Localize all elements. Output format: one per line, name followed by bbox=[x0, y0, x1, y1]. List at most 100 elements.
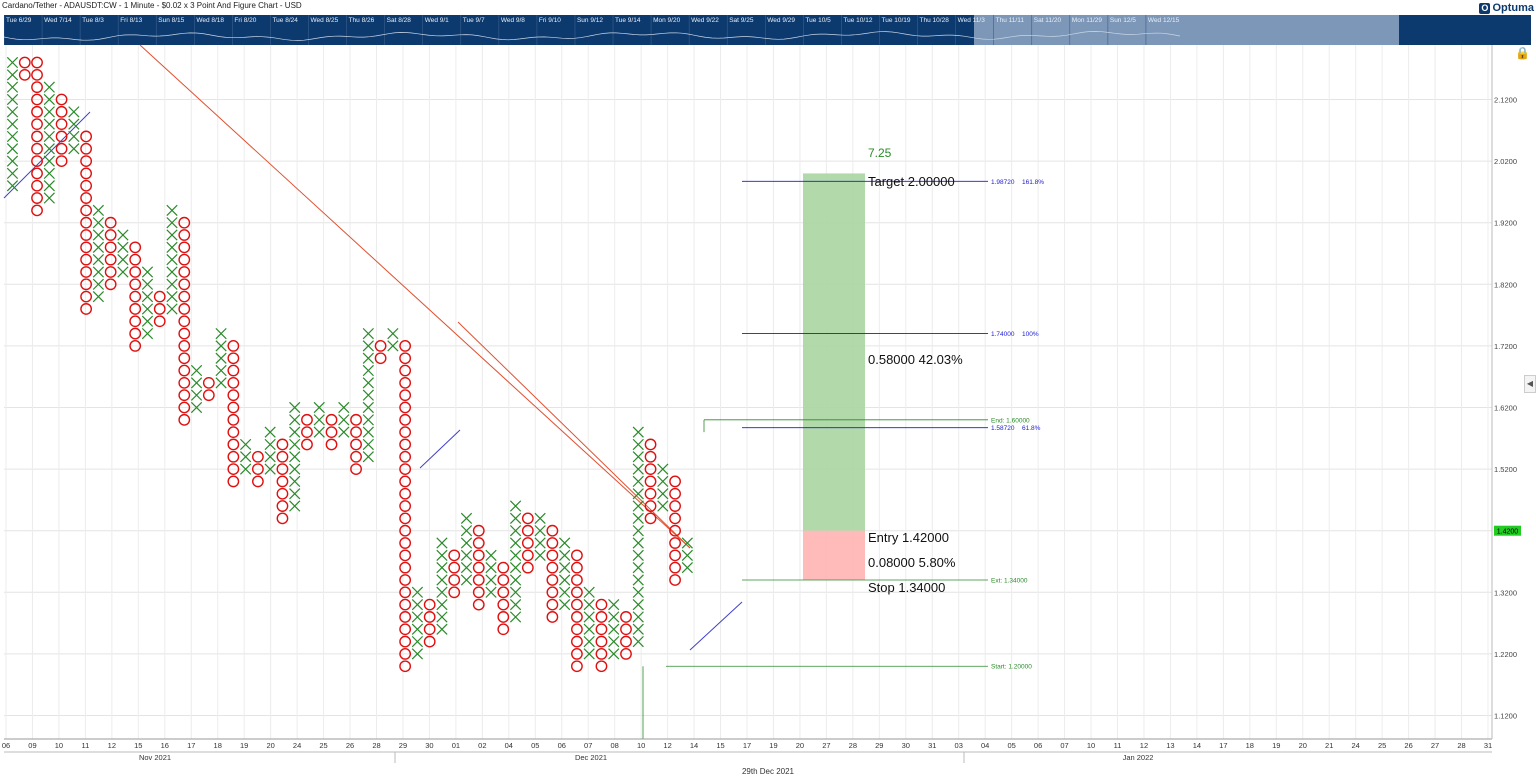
x-mark bbox=[608, 611, 620, 623]
x-mark bbox=[509, 512, 522, 525]
o-mark bbox=[644, 463, 657, 475]
x-mark bbox=[460, 549, 473, 561]
x-mark bbox=[141, 327, 154, 340]
x-mark bbox=[43, 155, 55, 167]
x-mark bbox=[166, 241, 178, 253]
x-mark bbox=[559, 549, 571, 561]
x-tick-label: 12 bbox=[108, 741, 116, 750]
o-mark bbox=[31, 118, 43, 131]
o-mark bbox=[399, 574, 412, 586]
o-mark bbox=[521, 561, 534, 574]
navigator-date-label: Tue 8/3 bbox=[82, 17, 104, 24]
x-mark bbox=[632, 586, 644, 598]
o-column bbox=[399, 339, 412, 673]
o-mark bbox=[399, 413, 412, 426]
o-mark bbox=[325, 438, 338, 451]
o-mark bbox=[399, 561, 412, 574]
x-tick-label: 16 bbox=[161, 741, 169, 750]
o-mark bbox=[178, 364, 191, 377]
x-tick-label: 20 bbox=[1299, 741, 1307, 750]
o-mark bbox=[55, 105, 68, 118]
fib-level-price: 1.58720 bbox=[991, 425, 1015, 432]
o-column bbox=[325, 413, 338, 451]
navigator-date-label: Tue 10/12 bbox=[843, 17, 872, 24]
x-mark bbox=[166, 204, 178, 217]
x-mark bbox=[166, 254, 178, 266]
o-mark bbox=[55, 155, 68, 168]
x-mark bbox=[632, 574, 644, 586]
risk-amount: 0.08000 5.80% bbox=[868, 555, 956, 570]
o-mark bbox=[178, 339, 191, 352]
o-mark bbox=[472, 574, 485, 586]
x-tick-label: 02 bbox=[478, 741, 486, 750]
o-mark bbox=[104, 253, 117, 266]
o-mark bbox=[301, 413, 313, 426]
navigator-date-label: Thu 11/11 bbox=[996, 17, 1025, 24]
month-label: Nov 2021 bbox=[139, 753, 171, 762]
x-tick-label: 10 bbox=[637, 741, 645, 750]
x-mark bbox=[411, 635, 424, 648]
navigator-date-label: Tue 6/29 bbox=[6, 17, 32, 24]
x-mark bbox=[289, 463, 301, 475]
o-mark bbox=[546, 561, 559, 574]
o-mark bbox=[104, 278, 117, 291]
x-mark bbox=[190, 401, 203, 414]
x-mark bbox=[117, 254, 129, 266]
x-mark bbox=[632, 598, 644, 611]
target-zone bbox=[803, 173, 865, 531]
x-mark bbox=[362, 364, 374, 377]
x-column bbox=[68, 106, 80, 155]
o-mark bbox=[18, 68, 31, 81]
resistance-trend-line-2 bbox=[457, 321, 691, 549]
o-column bbox=[644, 438, 657, 525]
x-tick-label: 26 bbox=[1404, 741, 1412, 750]
x-mark bbox=[6, 56, 19, 69]
o-mark bbox=[80, 179, 93, 192]
x-mark bbox=[608, 648, 620, 660]
lock-icon[interactable]: 🔒 bbox=[1515, 46, 1530, 60]
x-tick-label: 14 bbox=[690, 741, 698, 750]
x-mark bbox=[215, 340, 227, 352]
o-column bbox=[31, 56, 43, 217]
x-mark bbox=[215, 352, 227, 364]
x-tick-label: 29 bbox=[399, 741, 407, 750]
o-mark bbox=[399, 401, 412, 414]
x-column bbox=[92, 204, 105, 303]
x-mark bbox=[460, 574, 473, 586]
x-mark bbox=[141, 303, 154, 315]
o-mark bbox=[399, 352, 412, 365]
time-navigator[interactable]: Tue 6/29 Wed 7/14 Tue 8/3 Fri 8/13 Sun 8/15 W… bbox=[4, 15, 1531, 45]
o-mark bbox=[521, 549, 534, 562]
o-mark bbox=[620, 635, 632, 648]
fib-level-price: 1.98720 bbox=[991, 179, 1015, 186]
o-mark bbox=[472, 598, 485, 611]
x-mark bbox=[362, 438, 374, 451]
x-tick-label: 24 bbox=[293, 741, 301, 750]
x-tick-label: 11 bbox=[1114, 741, 1122, 750]
o-mark bbox=[202, 389, 215, 402]
o-mark bbox=[546, 524, 559, 537]
o-mark bbox=[31, 93, 43, 106]
o-column bbox=[521, 512, 534, 574]
x-mark bbox=[632, 635, 644, 648]
o-mark bbox=[669, 574, 681, 586]
o-mark bbox=[31, 81, 43, 94]
o-mark bbox=[202, 376, 215, 389]
x-mark bbox=[632, 537, 644, 549]
o-mark bbox=[571, 623, 583, 636]
x-tick-label: 17 bbox=[743, 741, 751, 750]
o-mark bbox=[399, 376, 412, 389]
x-column bbox=[264, 426, 276, 475]
o-mark bbox=[399, 475, 412, 488]
x-tick-label: 12 bbox=[663, 741, 671, 750]
o-mark bbox=[669, 512, 681, 525]
x-mark bbox=[141, 315, 154, 327]
o-column bbox=[251, 450, 264, 488]
x-column bbox=[117, 229, 129, 278]
x-column bbox=[583, 586, 595, 660]
chevron-left-icon[interactable]: ◀ bbox=[1524, 375, 1536, 393]
o-mark bbox=[80, 142, 93, 155]
x-mark bbox=[92, 204, 105, 217]
o-mark bbox=[31, 167, 43, 180]
